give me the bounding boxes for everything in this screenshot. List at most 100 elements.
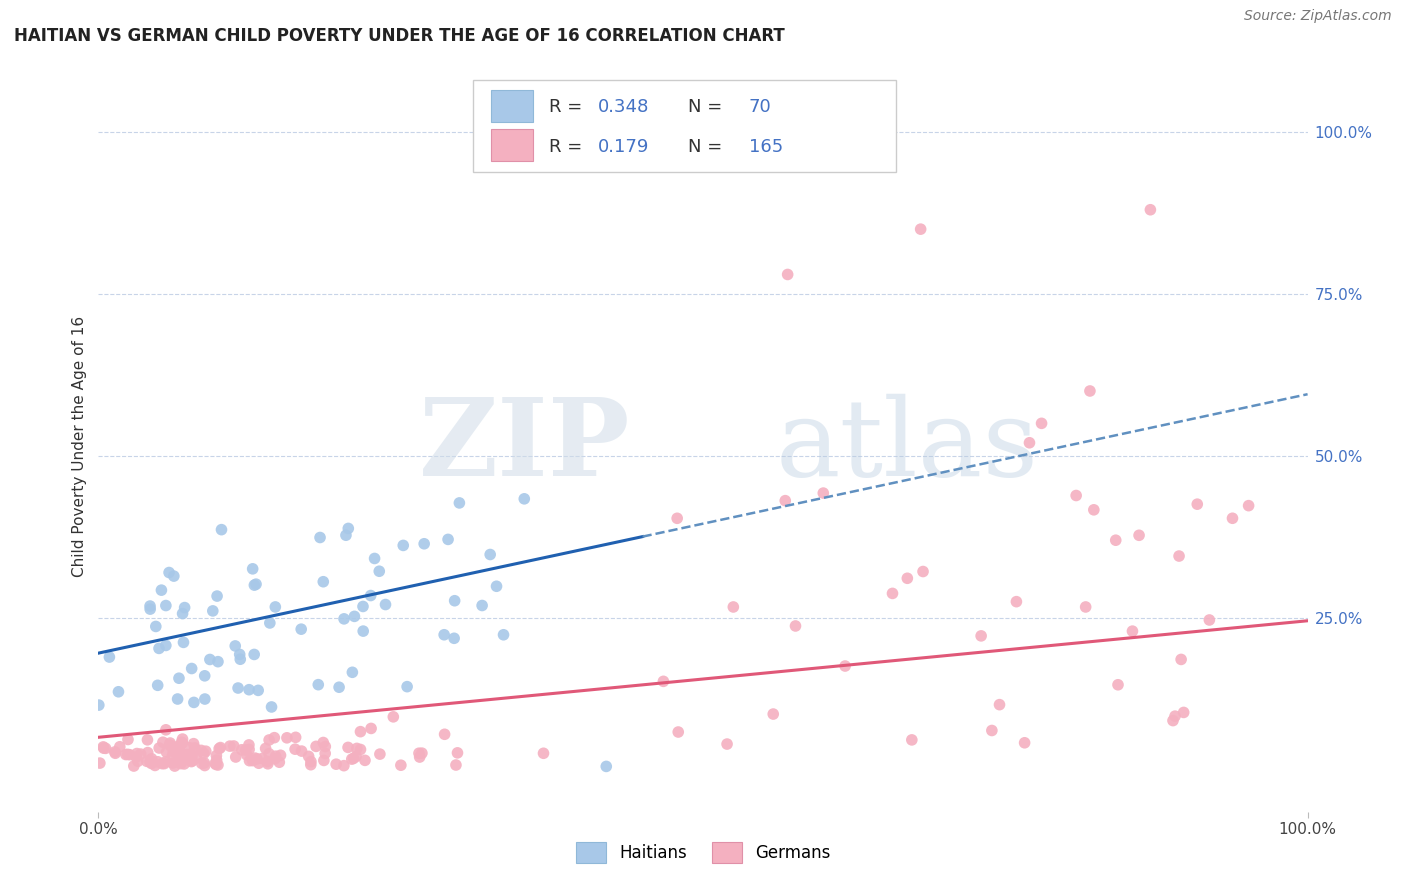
Point <box>231 743 253 757</box>
Point <box>146 678 169 692</box>
Point <box>242 754 264 768</box>
Point <box>260 700 283 714</box>
Point <box>186 751 208 765</box>
Point <box>91 739 114 754</box>
Point <box>183 737 205 751</box>
Point <box>492 628 515 642</box>
Point <box>162 745 184 759</box>
Point <box>333 612 356 626</box>
Point <box>269 756 291 770</box>
Point <box>1121 624 1143 639</box>
FancyBboxPatch shape <box>492 90 533 122</box>
Point <box>325 757 347 772</box>
Point <box>173 600 195 615</box>
Point <box>352 624 374 639</box>
Point <box>243 648 266 662</box>
Point <box>352 599 374 614</box>
Point <box>155 639 177 653</box>
Point <box>344 749 367 764</box>
Point <box>446 746 468 760</box>
Point <box>1222 511 1244 525</box>
Point <box>433 628 456 642</box>
Point <box>1064 488 1087 502</box>
Point <box>166 746 188 760</box>
Point <box>1128 528 1150 542</box>
Point <box>148 741 170 756</box>
Point <box>235 747 257 762</box>
Point <box>194 669 217 683</box>
Point <box>360 722 382 736</box>
Point <box>264 749 287 764</box>
Point <box>209 740 232 755</box>
Point <box>666 725 689 739</box>
Point <box>340 752 363 766</box>
Point <box>180 661 202 675</box>
Point <box>139 755 162 769</box>
Point <box>159 736 181 750</box>
Point <box>912 565 935 579</box>
Point <box>343 609 366 624</box>
Point <box>354 753 377 767</box>
Point <box>980 723 1002 738</box>
Point <box>276 731 298 745</box>
Point <box>180 747 202 761</box>
Point <box>834 659 856 673</box>
Point <box>1173 706 1195 720</box>
Text: Source: ZipAtlas.com: Source: ZipAtlas.com <box>1244 9 1392 23</box>
Point <box>1237 499 1260 513</box>
Point <box>257 747 280 761</box>
Point <box>150 583 173 598</box>
Point <box>1014 736 1036 750</box>
Y-axis label: Child Poverty Under the Age of 16: Child Poverty Under the Age of 16 <box>72 316 87 576</box>
Point <box>87 698 110 712</box>
Point <box>170 735 193 749</box>
Point <box>813 486 835 500</box>
Point <box>167 748 190 763</box>
Point <box>139 599 162 613</box>
Point <box>155 745 177 759</box>
Point <box>1083 503 1105 517</box>
Point <box>305 739 328 754</box>
Point <box>181 754 204 768</box>
Point <box>988 698 1011 712</box>
Point <box>411 746 433 760</box>
Point <box>117 732 139 747</box>
Point <box>299 757 322 772</box>
Point <box>183 695 205 709</box>
Point <box>901 732 924 747</box>
Point <box>225 750 247 764</box>
Point <box>328 680 350 694</box>
Point <box>141 752 163 766</box>
Point <box>257 733 280 747</box>
Point <box>180 755 202 769</box>
Point <box>1018 435 1040 450</box>
Point <box>224 639 246 653</box>
Point <box>172 607 194 621</box>
Point <box>148 641 170 656</box>
Point <box>349 742 371 756</box>
Point <box>104 746 127 760</box>
Point <box>374 598 396 612</box>
Point <box>264 599 287 614</box>
Point <box>245 577 267 591</box>
Point <box>193 747 215 761</box>
Point <box>139 602 162 616</box>
Point <box>242 562 264 576</box>
Point <box>298 749 321 764</box>
Point <box>162 749 184 764</box>
Point <box>443 632 465 646</box>
Point <box>238 682 260 697</box>
Point <box>207 758 229 772</box>
Point <box>368 564 391 578</box>
Point <box>226 681 249 695</box>
Point <box>129 747 152 761</box>
Point <box>449 496 471 510</box>
Point <box>307 678 329 692</box>
Point <box>201 604 224 618</box>
Point <box>205 757 228 772</box>
Text: 0.179: 0.179 <box>598 138 650 156</box>
Point <box>314 747 336 761</box>
Point <box>143 758 166 772</box>
Text: atlas: atlas <box>776 393 1039 499</box>
Point <box>118 747 141 762</box>
